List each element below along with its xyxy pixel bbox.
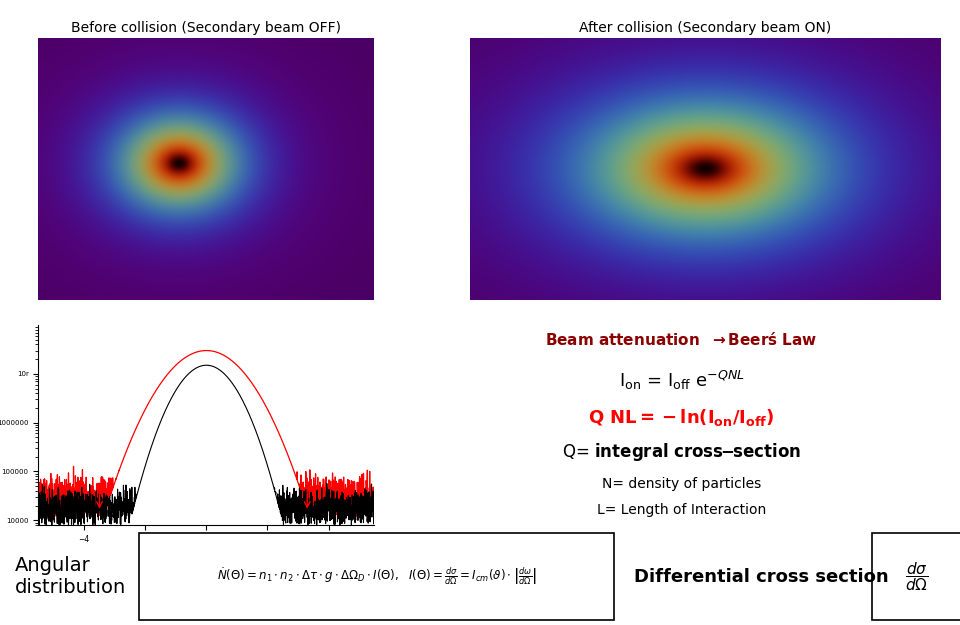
Text: $\dfrac{d\sigma}{d\Omega}$: $\dfrac{d\sigma}{d\Omega}$ [905,560,928,593]
Text: Differential cross section: Differential cross section [634,568,888,586]
Text: $\bf{Q\ NL=-ln(I_{on}/I_{off})}$: $\bf{Q\ NL=-ln(I_{on}/I_{off})}$ [588,407,775,428]
Text: I$_{\rm on}$ = I$_{\rm off}$ e$^{-QNL}$: I$_{\rm on}$ = I$_{\rm off}$ e$^{-QNL}$ [618,369,745,392]
Text: Angular
distribution: Angular distribution [14,556,126,597]
Text: Q= $\bf{integral\ cross\!\!-\!\!section}$: Q= $\bf{integral\ cross\!\!-\!\!section}… [563,441,801,463]
FancyBboxPatch shape [139,533,614,620]
X-axis label: Scattering Angle Θ: Scattering Angle Θ [160,545,252,555]
Text: L= Length of Interaction: L= Length of Interaction [597,503,766,517]
Text: $\dot{N}(\Theta) = n_1 \cdot n_2 \cdot \Delta\tau \cdot g \cdot \Delta\Omega_D \: $\dot{N}(\Theta) = n_1 \cdot n_2 \cdot \… [217,566,538,588]
Title: After collision (Secondary beam ON): After collision (Secondary beam ON) [580,21,831,35]
Text: N= density of particles: N= density of particles [602,477,761,491]
FancyBboxPatch shape [872,533,960,620]
Text: $\bf{Beam\ attenuation\ \ \rightarrow Beer\acute{s}\ Law}$: $\bf{Beam\ attenuation\ \ \rightarrow Be… [545,331,818,349]
Title: Before collision (Secondary beam OFF): Before collision (Secondary beam OFF) [71,21,342,35]
